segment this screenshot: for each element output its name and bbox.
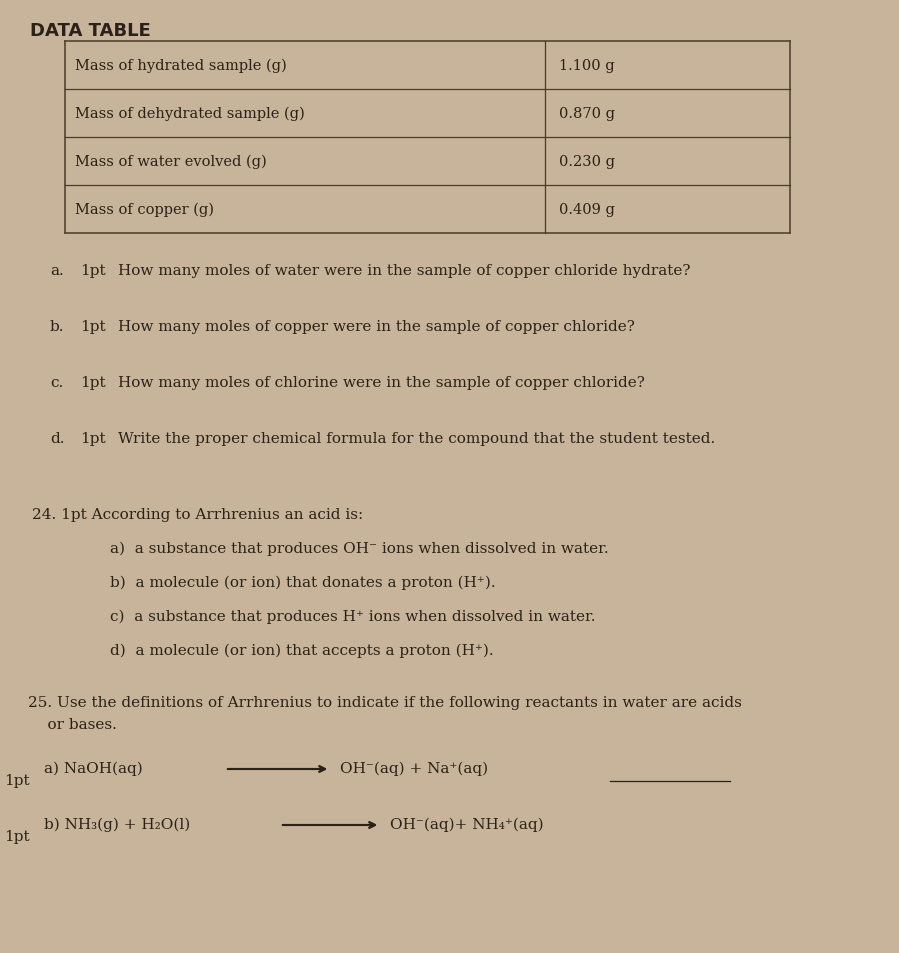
Text: b.: b. — [50, 319, 65, 334]
Text: Mass of dehydrated sample (g): Mass of dehydrated sample (g) — [75, 107, 305, 121]
Text: 0.409 g: 0.409 g — [559, 203, 615, 216]
Text: or bases.: or bases. — [28, 718, 117, 731]
Text: How many moles of chlorine were in the sample of copper chloride?: How many moles of chlorine were in the s… — [118, 375, 645, 390]
Text: 1.100 g: 1.100 g — [559, 59, 615, 73]
Text: Mass of copper (g): Mass of copper (g) — [75, 203, 214, 217]
Text: b)  a molecule (or ion) that donates a proton (H⁺).: b) a molecule (or ion) that donates a pr… — [110, 576, 495, 590]
Text: 0.230 g: 0.230 g — [559, 154, 615, 169]
Text: How many moles of copper were in the sample of copper chloride?: How many moles of copper were in the sam… — [118, 319, 635, 334]
Text: DATA TABLE: DATA TABLE — [30, 22, 151, 40]
Text: 1pt: 1pt — [80, 264, 105, 277]
Text: 0.870 g: 0.870 g — [559, 107, 615, 121]
Text: 1pt: 1pt — [4, 773, 30, 787]
Text: b) NH₃(g) + H₂O(l): b) NH₃(g) + H₂O(l) — [44, 817, 191, 832]
Text: 1pt: 1pt — [4, 829, 30, 843]
Text: d)  a molecule (or ion) that accepts a proton (H⁺).: d) a molecule (or ion) that accepts a pr… — [110, 643, 494, 658]
Text: Mass of water evolved (g): Mass of water evolved (g) — [75, 154, 267, 170]
Text: How many moles of water were in the sample of copper chloride hydrate?: How many moles of water were in the samp… — [118, 264, 690, 277]
Text: 1pt: 1pt — [80, 319, 105, 334]
Text: c.: c. — [50, 375, 63, 390]
Text: 24. 1pt According to Arrhrenius an acid is:: 24. 1pt According to Arrhrenius an acid … — [32, 507, 363, 521]
Text: OH⁻(aq) + Na⁺(aq): OH⁻(aq) + Na⁺(aq) — [340, 761, 488, 776]
Text: c)  a substance that produces H⁺ ions when dissolved in water.: c) a substance that produces H⁺ ions whe… — [110, 609, 595, 623]
Text: a)  a substance that produces OH⁻ ions when dissolved in water.: a) a substance that produces OH⁻ ions wh… — [110, 541, 609, 556]
Text: a.: a. — [50, 264, 64, 277]
Text: d.: d. — [50, 432, 65, 446]
Text: Mass of hydrated sample (g): Mass of hydrated sample (g) — [75, 59, 287, 73]
Text: 1pt: 1pt — [80, 432, 105, 446]
Text: Write the proper chemical formula for the compound that the student tested.: Write the proper chemical formula for th… — [118, 432, 716, 446]
Text: a) NaOH(aq): a) NaOH(aq) — [44, 761, 143, 776]
Text: 25. Use the definitions of Arrhrenius to indicate if the following reactants in : 25. Use the definitions of Arrhrenius to… — [28, 696, 742, 709]
Text: 1pt: 1pt — [80, 375, 105, 390]
Text: OH⁻(aq)+ NH₄⁺(aq): OH⁻(aq)+ NH₄⁺(aq) — [390, 817, 544, 832]
